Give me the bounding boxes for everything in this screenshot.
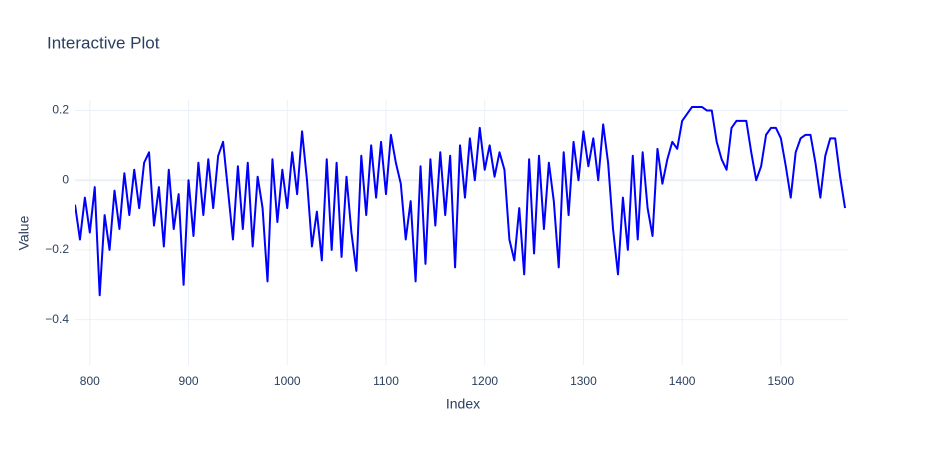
- y-tick-label: −0.2: [45, 242, 69, 256]
- x-tick-label: 1000: [274, 374, 301, 388]
- x-tick-label: 800: [80, 374, 100, 388]
- y-tick-label: 0.2: [52, 103, 69, 117]
- chart-title: Interactive Plot: [47, 33, 160, 52]
- x-axis-label: Index: [446, 396, 480, 412]
- y-tick-label: −0.4: [45, 312, 69, 326]
- x-tick-label: 900: [179, 374, 199, 388]
- x-tick-label: 1100: [373, 374, 399, 388]
- y-tick-label: 0: [62, 172, 69, 186]
- x-tick-label: 1300: [570, 374, 597, 388]
- x-tick-label: 1500: [768, 374, 795, 388]
- y-axis-label: Value: [16, 215, 32, 250]
- x-tick-label: 1400: [669, 374, 696, 388]
- x-tick-label: 1200: [471, 374, 498, 388]
- data-line: [75, 105, 847, 297]
